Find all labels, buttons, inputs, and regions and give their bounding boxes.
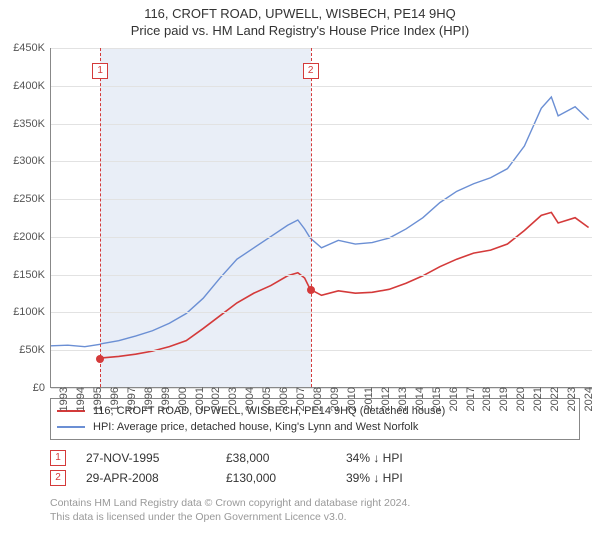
sale-marker-label: 2 xyxy=(303,63,319,79)
gridline xyxy=(51,199,592,200)
x-tick-label: 1996 xyxy=(105,387,121,411)
gridline xyxy=(51,124,592,125)
x-tick-label: 1995 xyxy=(88,387,104,411)
gridline xyxy=(51,237,592,238)
x-tick-label: 2007 xyxy=(291,387,307,411)
title-caption: Price paid vs. HM Land Registry's House … xyxy=(0,21,600,38)
y-tick-label: £400K xyxy=(13,80,51,92)
sale-vline xyxy=(100,48,101,387)
y-tick-label: £450K xyxy=(13,42,51,54)
x-tick-label: 2019 xyxy=(494,387,510,411)
x-tick-label: 2021 xyxy=(528,387,544,411)
sale-marker-label: 1 xyxy=(92,63,108,79)
legend-swatch xyxy=(57,426,85,428)
y-tick-label: £250K xyxy=(13,193,51,205)
gridline xyxy=(51,86,592,87)
footer: Contains HM Land Registry data © Crown c… xyxy=(50,496,580,524)
x-tick-label: 1998 xyxy=(139,387,155,411)
gridline xyxy=(51,48,592,49)
y-tick-label: £200K xyxy=(13,231,51,243)
sale-row: 2 29-APR-2008 £130,000 39% ↓ HPI xyxy=(50,468,580,488)
x-tick-label: 2024 xyxy=(579,387,595,411)
y-tick-label: £100K xyxy=(13,306,51,318)
sale-vline xyxy=(311,48,312,387)
sale-date: 27-NOV-1995 xyxy=(86,448,206,468)
sale-price: £38,000 xyxy=(226,448,326,468)
sale-dot xyxy=(96,355,104,363)
sale-events: 1 27-NOV-1995 £38,000 34% ↓ HPI 2 29-APR-2008… xyxy=(50,448,580,488)
price-chart: £0£50K£100K£150K£200K£250K£300K£350K£400… xyxy=(50,48,592,388)
y-tick-label: £350K xyxy=(13,118,51,130)
x-tick-label: 2009 xyxy=(325,387,341,411)
x-tick-label: 2000 xyxy=(173,387,189,411)
sale-price: £130,000 xyxy=(226,468,326,488)
x-tick-label: 2020 xyxy=(511,387,527,411)
sale-number-box: 1 xyxy=(50,450,66,466)
x-tick-label: 2013 xyxy=(393,387,409,411)
y-tick-label: £150K xyxy=(13,269,51,281)
gridline xyxy=(51,161,592,162)
x-tick-label: 2002 xyxy=(206,387,222,411)
y-tick-label: £50K xyxy=(19,344,51,356)
gridline xyxy=(51,312,592,313)
sale-dot xyxy=(307,286,315,294)
footer-line: Contains HM Land Registry data © Crown c… xyxy=(50,496,580,510)
series-price xyxy=(100,212,589,358)
x-tick-label: 2010 xyxy=(342,387,358,411)
x-tick-label: 2004 xyxy=(240,387,256,411)
x-tick-label: 2012 xyxy=(376,387,392,411)
x-tick-label: 2014 xyxy=(410,387,426,411)
x-tick-label: 1997 xyxy=(122,387,138,411)
x-tick-label: 1994 xyxy=(71,387,87,411)
x-tick-label: 2016 xyxy=(444,387,460,411)
x-tick-label: 2011 xyxy=(359,387,375,411)
x-tick-label: 2003 xyxy=(223,387,239,411)
series-hpi xyxy=(51,97,589,347)
x-tick-label: 2018 xyxy=(477,387,493,411)
chart-svg xyxy=(51,48,592,387)
sale-number-box: 2 xyxy=(50,470,66,486)
x-tick-label: 2005 xyxy=(257,387,273,411)
title-address: 116, CROFT ROAD, UPWELL, WISBECH, PE14 9… xyxy=(0,0,600,21)
figure: 116, CROFT ROAD, UPWELL, WISBECH, PE14 9… xyxy=(0,0,600,560)
x-tick-label: 2001 xyxy=(190,387,206,411)
x-tick-label: 1999 xyxy=(156,387,172,411)
x-tick-label: 2023 xyxy=(562,387,578,411)
gridline xyxy=(51,275,592,276)
legend-item: HPI: Average price, detached house, King… xyxy=(57,419,573,435)
sale-delta: 39% ↓ HPI xyxy=(346,468,403,488)
x-tick-label: 2008 xyxy=(308,387,324,411)
x-tick-label: 2006 xyxy=(274,387,290,411)
footer-line: This data is licensed under the Open Gov… xyxy=(50,510,580,524)
legend-label: HPI: Average price, detached house, King… xyxy=(93,419,418,435)
x-tick-label: 2017 xyxy=(461,387,477,411)
x-tick-label: 2015 xyxy=(427,387,443,411)
x-tick-label: 1993 xyxy=(54,387,70,411)
x-tick-label: 2022 xyxy=(545,387,561,411)
y-tick-label: £300K xyxy=(13,155,51,167)
sale-delta: 34% ↓ HPI xyxy=(346,448,403,468)
sale-date: 29-APR-2008 xyxy=(86,468,206,488)
y-tick-label: £0 xyxy=(33,382,51,394)
gridline xyxy=(51,350,592,351)
sale-row: 1 27-NOV-1995 £38,000 34% ↓ HPI xyxy=(50,448,580,468)
